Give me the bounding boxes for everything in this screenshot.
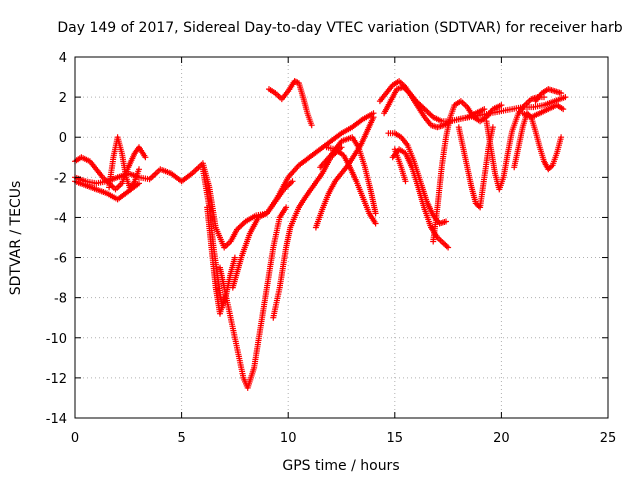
x-tick-label: 10 xyxy=(280,431,297,446)
point-markers xyxy=(266,78,315,129)
series-arc18 xyxy=(391,146,409,185)
point-markers xyxy=(376,78,569,131)
y-tick-label: -14 xyxy=(46,412,67,427)
point-markers xyxy=(106,134,142,193)
y-tick-label: -4 xyxy=(54,211,67,226)
y-tick-label: 4 xyxy=(59,51,67,66)
point-markers xyxy=(323,144,379,227)
series-arc17 xyxy=(389,146,452,251)
x-axis-label: GPS time / hours xyxy=(282,458,399,474)
x-tick-labels: 0 5 10 15 20 25 xyxy=(71,431,616,446)
series-arc6 xyxy=(217,204,290,391)
series-arc1 xyxy=(72,110,377,251)
series-arc8 xyxy=(229,178,296,291)
x-tick-label: 20 xyxy=(493,431,510,446)
point-markers xyxy=(317,134,379,217)
grid-lines xyxy=(75,57,608,418)
series-arc21 xyxy=(483,94,547,193)
series-arc12 xyxy=(317,134,379,217)
point-markers xyxy=(389,146,452,251)
x-tick-label: 0 xyxy=(71,431,79,446)
point-markers xyxy=(204,204,228,317)
point-markers xyxy=(483,94,547,193)
series-arc19 xyxy=(430,98,505,245)
point-markers xyxy=(72,110,377,251)
y-tick-label: -8 xyxy=(54,292,67,307)
x-tick-label: 15 xyxy=(387,431,404,446)
point-markers xyxy=(270,144,345,321)
x-tick-label: 25 xyxy=(600,431,617,446)
y-tick-label: -10 xyxy=(46,332,67,347)
y-tick-labels: 4 2 0 -2 -4 -6 -8 -10 -12 -14 xyxy=(46,51,67,427)
series-arc9 xyxy=(270,144,345,321)
y-axis-label: SDTVAR / TECUs xyxy=(8,181,24,296)
point-markers xyxy=(519,102,567,121)
series-arc24 xyxy=(519,102,567,121)
y-tick-label: 2 xyxy=(59,91,67,106)
x-tick-label: 5 xyxy=(177,431,185,446)
y-tick-label: -2 xyxy=(54,171,67,186)
point-markers xyxy=(532,86,565,105)
point-markers xyxy=(229,178,296,291)
plot-frame xyxy=(74,56,609,419)
point-markers xyxy=(430,98,505,245)
chart-title: Day 149 of 2017, Sidereal Day-to-day VTE… xyxy=(57,20,622,36)
point-markers xyxy=(391,146,409,185)
series-arc10 xyxy=(266,78,315,129)
series-arc7 xyxy=(204,204,228,317)
series-arc14 xyxy=(376,78,569,131)
y-tick-label: -6 xyxy=(54,252,67,267)
series-arc13 xyxy=(323,144,379,227)
series-arc3 xyxy=(106,134,142,193)
data-points xyxy=(72,78,569,391)
axis-ticks xyxy=(74,56,609,419)
point-markers xyxy=(217,204,290,391)
y-tick-label: 0 xyxy=(59,131,67,146)
series-arc23 xyxy=(532,86,565,105)
y-tick-label: -12 xyxy=(46,372,67,387)
